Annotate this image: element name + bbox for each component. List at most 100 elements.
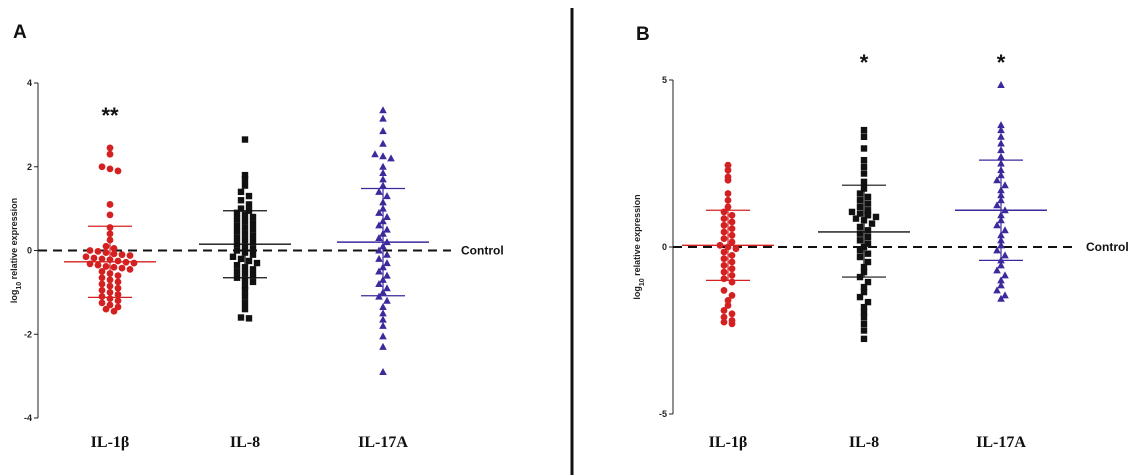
data-point (728, 292, 736, 299)
data-point (387, 154, 395, 162)
data-point (997, 132, 1005, 140)
data-point (98, 280, 106, 288)
data-point (383, 271, 391, 279)
panel-label: A (13, 22, 27, 43)
data-point (724, 161, 732, 169)
data-point (102, 242, 110, 250)
data-point (114, 167, 122, 175)
data-point (249, 232, 257, 240)
data-point (720, 208, 728, 216)
series-il-17a (337, 106, 429, 375)
significance-label: * (860, 50, 869, 75)
data-point (1001, 291, 1009, 299)
x-category-label: IL-17A (976, 434, 1026, 451)
data-point (993, 176, 1001, 184)
data-point (375, 280, 383, 287)
data-point (233, 215, 241, 223)
data-point (864, 240, 872, 247)
data-point (241, 136, 249, 143)
data-point (728, 231, 736, 239)
data-point (720, 235, 728, 243)
y-tick-label: 5 (662, 75, 667, 85)
series-il-17a: * (955, 50, 1047, 302)
y-axis-label: log10 relative expression (9, 198, 23, 303)
data-point (860, 133, 868, 140)
data-point (997, 261, 1005, 269)
data-point (237, 314, 245, 321)
data-point (1001, 181, 1009, 189)
data-point (110, 245, 118, 252)
data-point (110, 250, 118, 258)
data-point (993, 221, 1001, 229)
data-point (233, 234, 241, 242)
data-point (98, 163, 106, 171)
data-point (253, 259, 261, 267)
data-point (241, 276, 249, 284)
data-point (997, 294, 1005, 302)
data-point (249, 278, 257, 286)
data-point (249, 213, 257, 221)
data-point (249, 245, 257, 252)
data-point (233, 261, 241, 269)
data-point (114, 278, 122, 286)
data-point (379, 169, 387, 177)
series-il-8 (199, 136, 291, 322)
data-point (856, 203, 864, 211)
data-point (860, 126, 868, 134)
data-point (126, 252, 134, 259)
data-point (997, 146, 1005, 154)
x-category-label: IL-17A (358, 434, 408, 451)
data-point (864, 207, 872, 214)
data-point (728, 320, 736, 328)
data-point (102, 249, 110, 256)
data-point (1001, 226, 1009, 234)
data-point (864, 212, 872, 219)
data-point (856, 197, 864, 204)
data-point (379, 181, 387, 189)
data-point (860, 163, 868, 171)
x-category-label: IL-8 (230, 434, 260, 451)
series-il-1- (682, 161, 774, 328)
data-point (720, 255, 728, 263)
data-point (860, 283, 868, 291)
data-point (94, 261, 102, 269)
data-point (98, 255, 106, 263)
data-point (375, 187, 383, 195)
data-point (237, 197, 245, 204)
panel-label: B (636, 24, 650, 45)
data-point (728, 225, 736, 233)
data-point (82, 253, 90, 261)
data-point (864, 258, 872, 266)
data-point (848, 208, 856, 216)
data-point (860, 313, 868, 321)
data-point (379, 152, 387, 160)
data-point (114, 297, 122, 305)
data-point (229, 253, 237, 260)
data-point (102, 305, 110, 313)
significance-label: ** (101, 103, 119, 128)
data-point (106, 144, 114, 152)
data-point (383, 213, 391, 220)
data-point (126, 265, 134, 273)
data-point (383, 250, 391, 258)
data-point (98, 293, 106, 300)
data-point (379, 114, 387, 122)
data-point (856, 190, 864, 197)
data-point (379, 303, 387, 311)
data-point (993, 201, 1001, 209)
y-tick-label: 2 (27, 162, 32, 172)
data-point (864, 193, 872, 201)
data-point (993, 246, 1001, 254)
data-point (728, 218, 736, 226)
data-point (728, 271, 736, 279)
data-point (375, 221, 383, 229)
data-point (720, 248, 728, 256)
data-point (241, 287, 249, 294)
data-point (860, 170, 868, 177)
data-point (379, 175, 387, 183)
control-label: Control (1086, 240, 1129, 254)
data-point (375, 246, 383, 254)
data-point (233, 222, 241, 229)
data-point (860, 320, 868, 328)
data-point (249, 238, 257, 246)
